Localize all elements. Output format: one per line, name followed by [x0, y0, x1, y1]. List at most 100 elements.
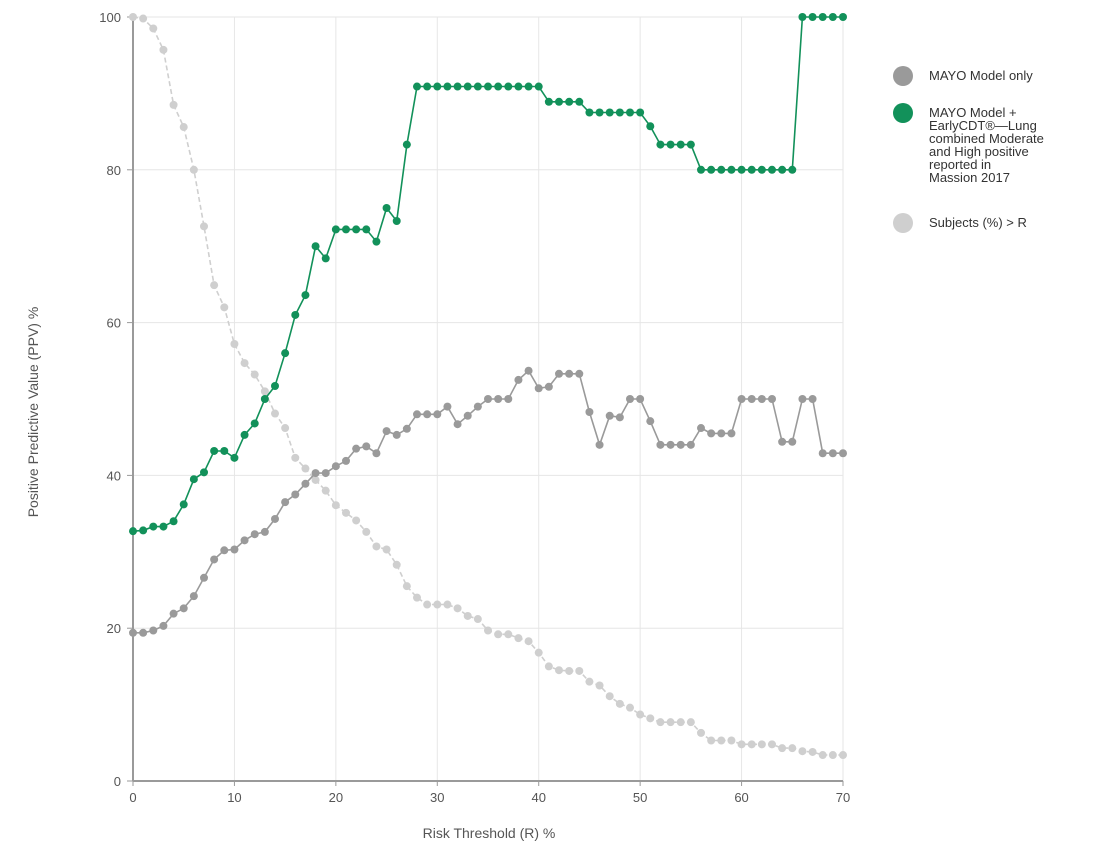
x-tick-label: 40	[531, 790, 545, 805]
data-point	[615, 108, 624, 117]
data-point	[686, 440, 695, 449]
data-point	[494, 395, 503, 403]
data-point	[656, 140, 665, 149]
legend-item-1[interactable]: MAYO Model + EarlyCDT®—Lung combined Moder…	[893, 103, 1044, 185]
data-point	[646, 122, 655, 131]
data-point	[250, 370, 259, 379]
data-point	[413, 82, 421, 91]
data-point	[260, 395, 269, 403]
data-point	[565, 666, 574, 675]
data-point	[382, 545, 391, 554]
data-point	[352, 444, 361, 453]
data-point	[433, 410, 442, 419]
data-point	[352, 516, 361, 525]
data-point	[697, 424, 705, 433]
data-point	[544, 382, 553, 391]
x-tick-label: 20	[329, 790, 343, 805]
data-point	[757, 395, 766, 403]
data-point	[768, 395, 776, 403]
data-point	[402, 424, 411, 433]
data-point	[565, 97, 574, 106]
y-axis-ticks: 0 20 40 60 80 100	[99, 10, 133, 789]
data-point	[129, 527, 137, 536]
series-line	[132, 16, 843, 756]
data-point	[402, 140, 411, 149]
data-point	[494, 630, 503, 639]
data-point	[210, 281, 219, 290]
data-point	[747, 165, 756, 174]
data-point	[555, 369, 563, 378]
x-axis-title: Risk Threshold (R) %	[423, 825, 556, 841]
data-point	[372, 449, 381, 458]
data-point	[342, 508, 350, 517]
data-point	[778, 744, 787, 753]
legend-item-0[interactable]: MAYO Model only	[893, 66, 1033, 86]
data-point	[808, 13, 817, 21]
data-point	[514, 375, 523, 384]
data-point	[129, 13, 137, 21]
data-point	[179, 604, 188, 613]
series-line	[132, 16, 843, 532]
data-point	[240, 430, 249, 439]
data-point	[595, 440, 604, 449]
data-point	[291, 490, 300, 499]
data-point	[331, 501, 340, 510]
data-point	[595, 108, 604, 117]
data-point	[565, 369, 574, 378]
data-point	[210, 446, 219, 455]
data-point	[342, 456, 350, 465]
data-point	[626, 703, 634, 712]
data-point	[615, 413, 624, 422]
data-point	[747, 395, 756, 403]
data-point	[189, 592, 198, 601]
data-point	[139, 14, 148, 23]
data-point	[321, 486, 330, 495]
data-point	[605, 108, 614, 117]
data-point	[636, 395, 645, 403]
legend-item-2[interactable]: Subjects (%) > R	[893, 213, 1027, 233]
data-point	[818, 449, 827, 458]
data-point	[169, 100, 178, 109]
data-point	[818, 13, 827, 21]
data-point	[686, 718, 695, 727]
series-layer	[129, 13, 847, 760]
data-point	[636, 710, 645, 719]
data-point	[747, 740, 756, 749]
data-point	[768, 740, 776, 749]
data-point	[210, 555, 219, 564]
data-point	[352, 225, 361, 234]
series-1	[129, 13, 847, 536]
data-point	[200, 468, 208, 477]
data-point	[433, 82, 442, 91]
data-point	[392, 560, 401, 569]
y-axis-title: Positive Predictive Value (PPV) %	[25, 307, 41, 518]
data-point	[524, 82, 533, 91]
data-point	[524, 366, 533, 375]
data-point	[433, 600, 442, 609]
y-tick-label: 0	[114, 774, 121, 789]
legend: MAYO Model only MAYO Model + EarlyCDT®—Lun…	[893, 66, 1044, 233]
data-point	[149, 24, 158, 33]
data-point	[737, 165, 746, 174]
data-point	[676, 440, 685, 449]
data-point	[200, 573, 208, 582]
data-point	[321, 254, 330, 263]
data-point	[291, 453, 300, 462]
data-point	[656, 718, 665, 727]
data-point	[362, 225, 371, 234]
data-point	[311, 242, 320, 251]
legend-label: MAYO Model + EarlyCDT®—Lung combined Moder…	[929, 105, 1044, 185]
data-point	[169, 517, 178, 526]
x-tick-label: 0	[129, 790, 136, 805]
data-point	[514, 82, 523, 91]
data-point	[666, 140, 675, 149]
data-point	[179, 500, 188, 509]
data-point	[473, 615, 482, 624]
y-tick-label: 100	[99, 10, 121, 25]
data-point	[646, 714, 655, 723]
data-point	[260, 527, 269, 536]
data-point	[392, 216, 401, 225]
data-point	[656, 440, 665, 449]
data-point	[585, 108, 594, 117]
data-point	[301, 464, 310, 473]
